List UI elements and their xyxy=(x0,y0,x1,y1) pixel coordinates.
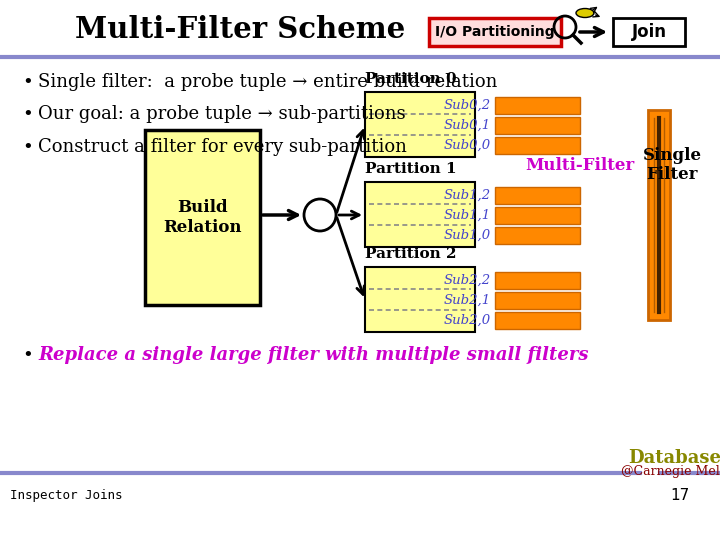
Text: Our goal: a probe tuple → sub-partitions: Our goal: a probe tuple → sub-partitions xyxy=(38,105,405,123)
FancyBboxPatch shape xyxy=(495,292,580,308)
Text: Sub1,2: Sub1,2 xyxy=(444,188,491,201)
Circle shape xyxy=(304,199,336,231)
Text: •: • xyxy=(22,346,32,364)
Text: Sub0,1: Sub0,1 xyxy=(444,118,491,132)
FancyBboxPatch shape xyxy=(495,206,580,224)
Text: Inspector Joins: Inspector Joins xyxy=(10,489,122,502)
Text: I/O Partitioning: I/O Partitioning xyxy=(435,25,555,39)
Text: Sub2,0: Sub2,0 xyxy=(444,314,491,327)
Text: Join: Join xyxy=(631,23,667,41)
Text: Relation: Relation xyxy=(163,219,242,236)
Text: Single
Filter: Single Filter xyxy=(642,147,701,183)
FancyBboxPatch shape xyxy=(365,267,475,332)
Text: Partition 0: Partition 0 xyxy=(365,72,456,86)
FancyBboxPatch shape xyxy=(145,130,260,305)
FancyBboxPatch shape xyxy=(495,137,580,153)
Text: Construct a filter for every sub-partition: Construct a filter for every sub-partiti… xyxy=(38,138,407,156)
FancyBboxPatch shape xyxy=(613,18,685,46)
Ellipse shape xyxy=(576,9,594,17)
FancyBboxPatch shape xyxy=(429,18,561,46)
Text: Partition 1: Partition 1 xyxy=(365,162,456,176)
Text: •: • xyxy=(22,105,32,123)
Text: Replace a single large filter with multiple small filters: Replace a single large filter with multi… xyxy=(38,346,588,364)
Text: Sub1,1: Sub1,1 xyxy=(444,208,491,221)
Text: Sub2,1: Sub2,1 xyxy=(444,294,491,307)
Text: •: • xyxy=(22,73,32,91)
Text: Multi-Filter Scheme: Multi-Filter Scheme xyxy=(75,16,405,44)
FancyBboxPatch shape xyxy=(648,110,670,320)
Text: Sub1,0: Sub1,0 xyxy=(444,228,491,241)
FancyBboxPatch shape xyxy=(495,97,580,113)
Text: Partition 2: Partition 2 xyxy=(365,247,456,261)
Text: Sub2,2: Sub2,2 xyxy=(444,273,491,287)
FancyBboxPatch shape xyxy=(495,186,580,204)
FancyBboxPatch shape xyxy=(495,226,580,244)
Text: Single filter:  a probe tuple → entire build relation: Single filter: a probe tuple → entire bu… xyxy=(38,73,498,91)
Text: •: • xyxy=(22,138,32,156)
FancyBboxPatch shape xyxy=(495,272,580,288)
Text: Build: Build xyxy=(177,199,228,216)
Text: Databases: Databases xyxy=(629,449,720,467)
Text: Sub0,2: Sub0,2 xyxy=(444,98,491,111)
FancyBboxPatch shape xyxy=(365,182,475,247)
Text: Multi-Filter: Multi-Filter xyxy=(526,157,634,173)
Text: Sub0,0: Sub0,0 xyxy=(444,138,491,152)
Text: @Carnegie Mellon: @Carnegie Mellon xyxy=(621,465,720,478)
FancyBboxPatch shape xyxy=(365,92,475,157)
FancyBboxPatch shape xyxy=(495,312,580,328)
FancyBboxPatch shape xyxy=(495,117,580,133)
Text: 17: 17 xyxy=(670,488,690,503)
